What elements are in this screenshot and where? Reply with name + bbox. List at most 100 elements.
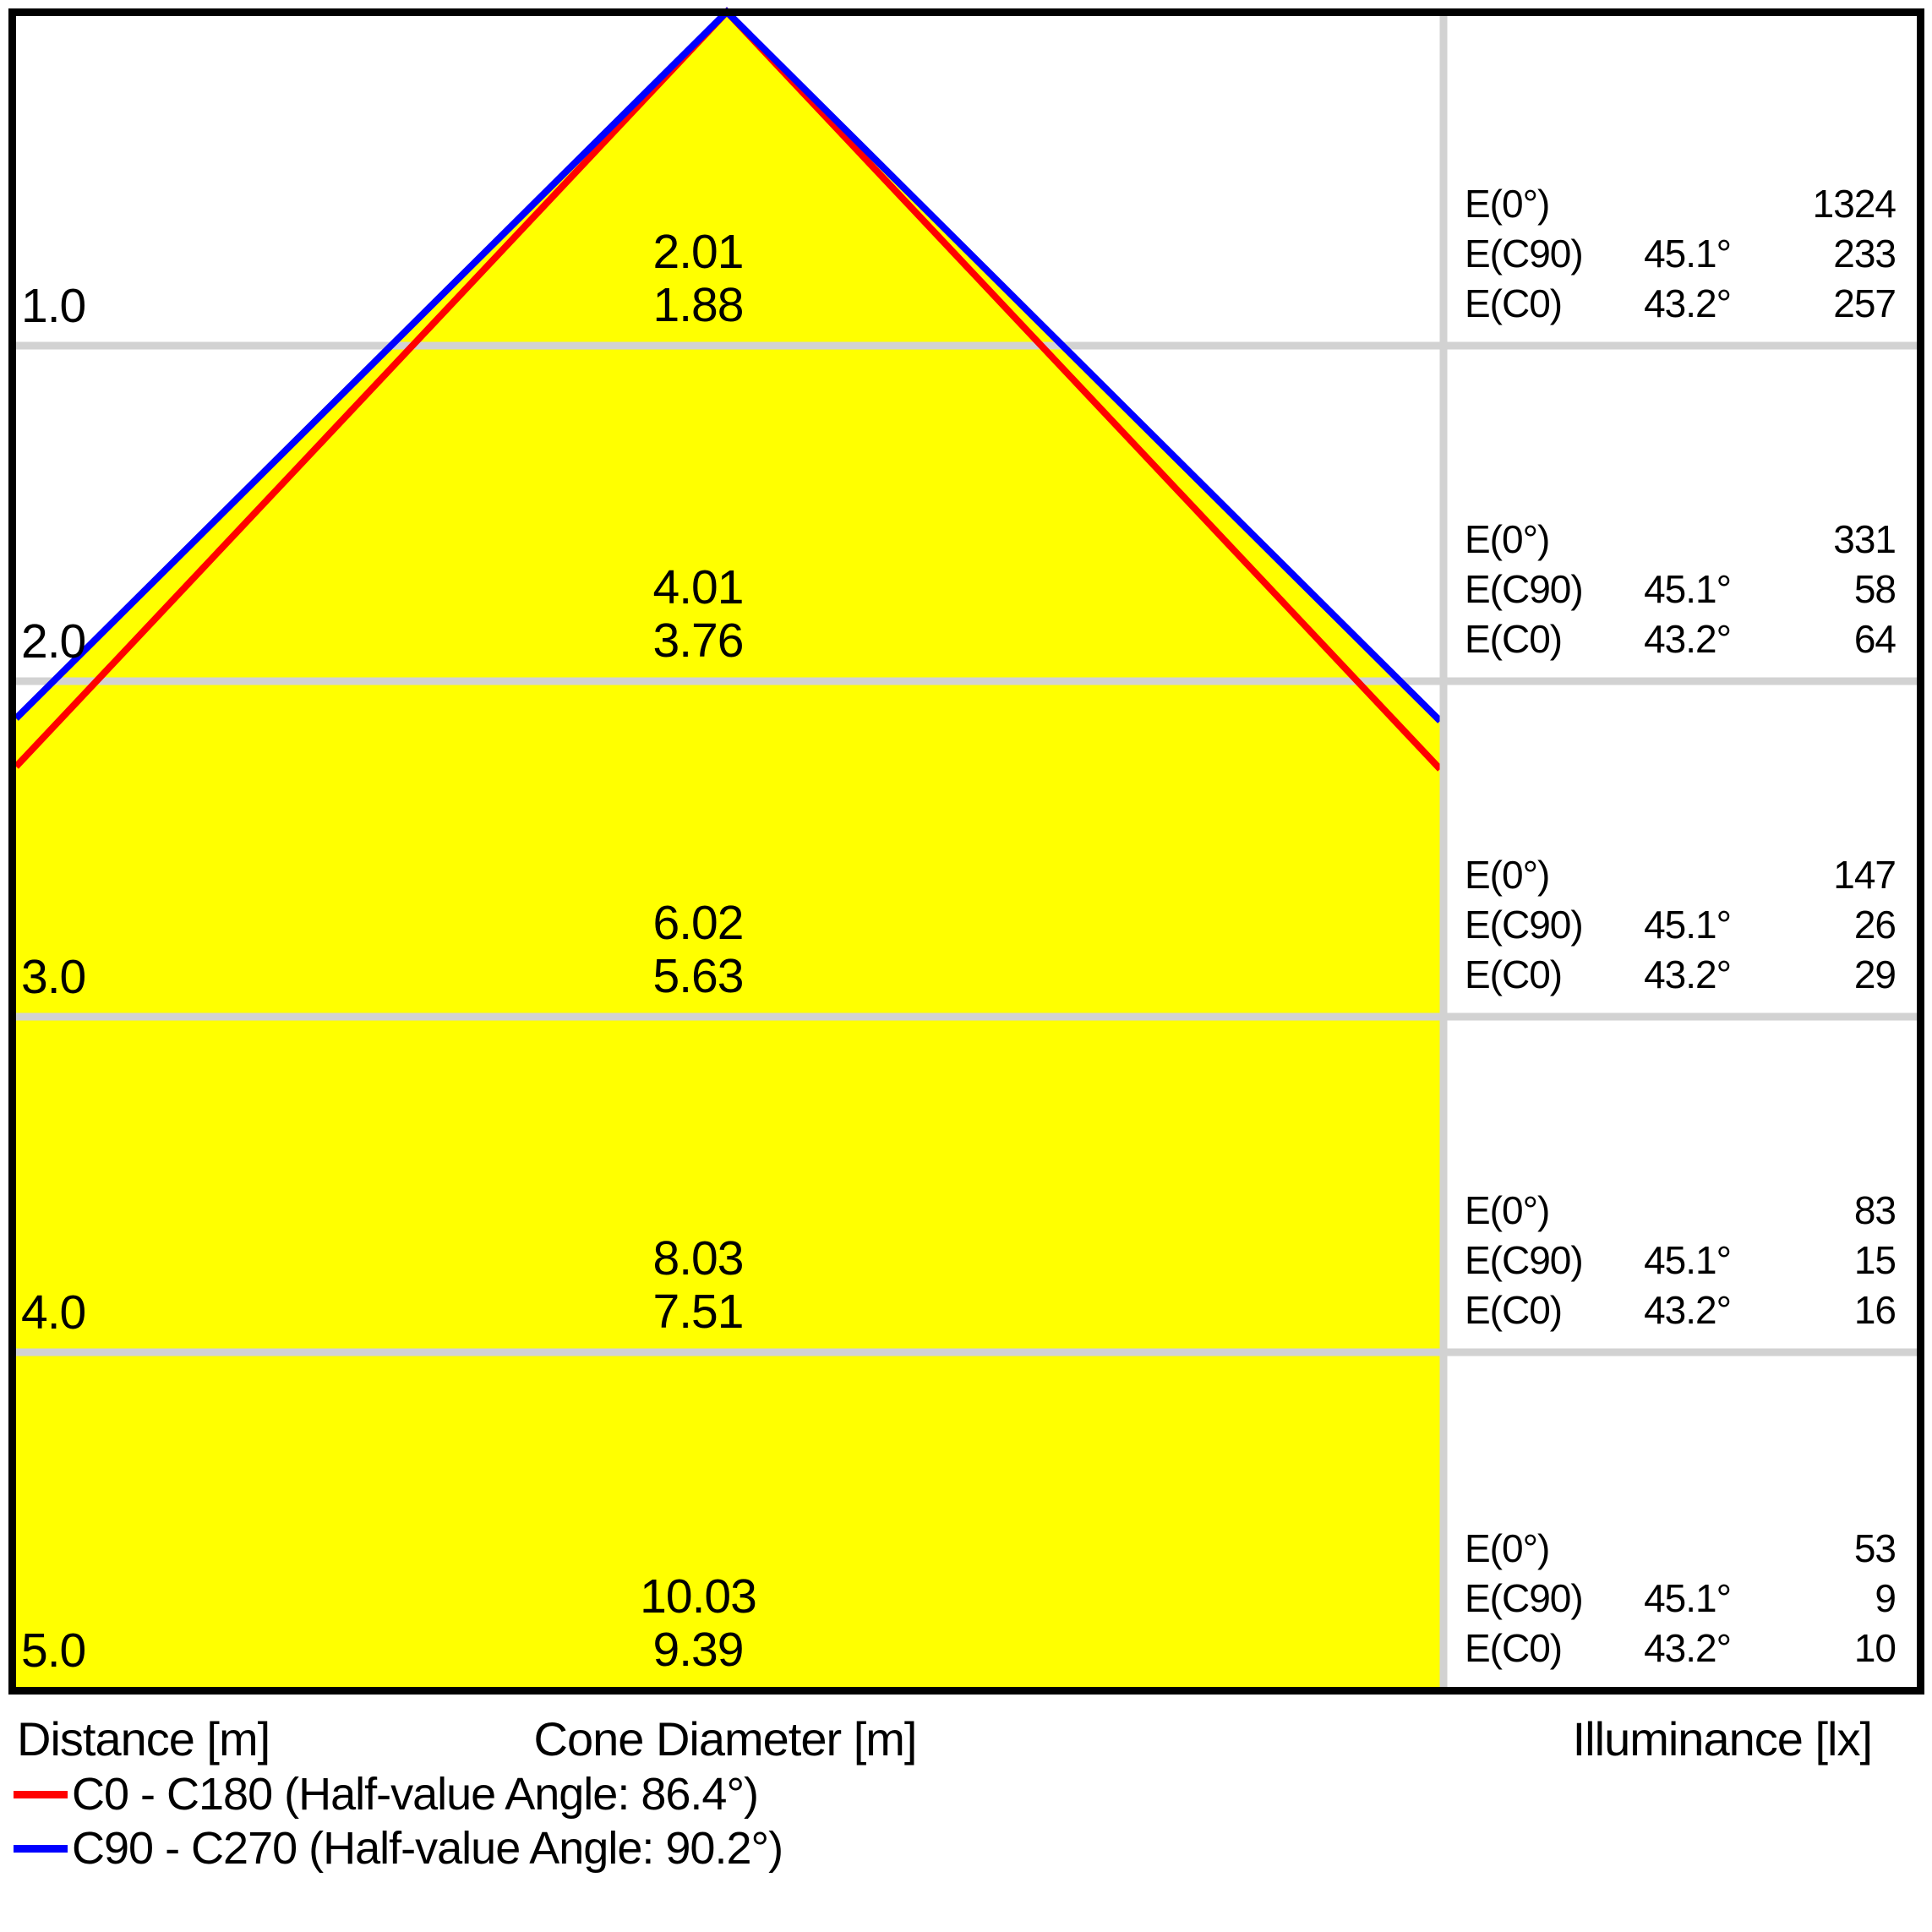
illuminance-line-e0: E(0°) 53 bbox=[1465, 1524, 1897, 1574]
e0-label: E(0°) bbox=[1465, 1526, 1550, 1570]
illuminance-cell: E(0°) 53 E(C90) 45.1° 9 E(C0) 43.2° 10 bbox=[1465, 1524, 1897, 1673]
table-border bbox=[8, 8, 1924, 1695]
illuminance-line-e0: E(0°) 1324 bbox=[1465, 179, 1897, 229]
ec90-label: E(C90) bbox=[1465, 567, 1584, 611]
e0-label: E(0°) bbox=[1465, 182, 1550, 226]
ec0-label: E(C0) bbox=[1465, 1288, 1563, 1332]
ec90-angle: 45.1° bbox=[1644, 1576, 1732, 1620]
e0-angle bbox=[1617, 179, 1731, 229]
e0-angle bbox=[1617, 850, 1731, 900]
cone-diameter-values: 8.03 7.51 bbox=[487, 1232, 909, 1339]
illuminance-cell: E(0°) 1324 E(C90) 45.1° 233 E(C0) 43.2° … bbox=[1465, 179, 1897, 329]
ec90-label: E(C90) bbox=[1465, 232, 1584, 276]
illuminance-line-ec0: E(C0) 43.2° 29 bbox=[1465, 950, 1897, 1000]
illuminance-line-ec90: E(C90) 45.1° 15 bbox=[1465, 1236, 1897, 1285]
illuminance-line-ec90: E(C90) 45.1° 26 bbox=[1465, 900, 1897, 950]
illuminance-line-ec90: E(C90) 45.1° 58 bbox=[1465, 565, 1897, 614]
illuminance-cell: E(0°) 147 E(C90) 45.1° 26 E(C0) 43.2° 29 bbox=[1465, 850, 1897, 1000]
illuminance-line-e0: E(0°) 331 bbox=[1465, 515, 1897, 565]
e0-value: 1324 bbox=[1812, 182, 1897, 226]
ec90-value: 9 bbox=[1875, 1576, 1897, 1620]
ec90-angle: 45.1° bbox=[1644, 1238, 1732, 1282]
legend-label-c90-c270: C90 - C270 (Half-value Angle: 90.2°) bbox=[72, 1823, 783, 1874]
cone-diameter-axis-label: Cone Diameter [m] bbox=[533, 1712, 918, 1766]
table-row: 5.0 10.03 9.39 E(0°) 53 E(C90) 45.1° 9 E… bbox=[13, 1352, 1921, 1690]
illuminance-line-ec0: E(C0) 43.2° 16 bbox=[1465, 1285, 1897, 1335]
illuminance-line-e0: E(0°) 147 bbox=[1465, 850, 1897, 900]
e0-label: E(0°) bbox=[1465, 517, 1550, 561]
distance-axis-label: Distance [m] bbox=[17, 1712, 270, 1766]
illuminance-line-ec0: E(C0) 43.2° 257 bbox=[1465, 279, 1897, 329]
row-grid-lines bbox=[13, 341, 1917, 1356]
ec90-value: 26 bbox=[1853, 903, 1897, 947]
table-row: 1.0 2.01 1.88 E(0°) 1324 E(C90) 45.1° 23… bbox=[13, 12, 1921, 346]
ec0-value: 16 bbox=[1853, 1288, 1897, 1332]
ec90-value: 233 bbox=[1833, 232, 1897, 276]
cone-diameter-c0: 5.63 bbox=[652, 949, 745, 1003]
cone-diameter-c90: 4.01 bbox=[652, 560, 745, 614]
illuminance-line-ec0: E(C0) 43.2° 64 bbox=[1465, 614, 1897, 664]
table-row: 2.0 4.01 3.76 E(0°) 331 E(C90) 45.1° 58 … bbox=[13, 346, 1921, 681]
e0-angle bbox=[1617, 1524, 1731, 1574]
legend-label-c0-c180: C0 - C180 (Half-value Angle: 86.4°) bbox=[72, 1769, 759, 1820]
cone-diameter-c90: 8.03 bbox=[652, 1231, 745, 1285]
cone-diameter-c0: 7.51 bbox=[652, 1285, 745, 1339]
cone-diameter-c90: 2.01 bbox=[652, 225, 745, 279]
e0-value: 83 bbox=[1853, 1188, 1897, 1232]
ec0-value: 64 bbox=[1853, 617, 1897, 661]
distance-label: 1.0 bbox=[21, 279, 86, 333]
ec0-label: E(C0) bbox=[1465, 617, 1563, 661]
e0-value: 53 bbox=[1853, 1526, 1897, 1570]
cone-diameter-c90: 10.03 bbox=[640, 1569, 757, 1624]
ec0-label: E(C0) bbox=[1465, 1626, 1563, 1670]
cone-diameter-c0: 9.39 bbox=[652, 1623, 745, 1677]
c0-c180-line-swatch bbox=[14, 1791, 68, 1798]
ec90-angle: 45.1° bbox=[1644, 567, 1732, 611]
illuminance-line-ec0: E(C0) 43.2° 10 bbox=[1465, 1624, 1897, 1673]
ec0-label: E(C0) bbox=[1465, 952, 1563, 996]
cone-diameter-values: 2.01 1.88 bbox=[487, 226, 909, 332]
e0-label: E(0°) bbox=[1465, 853, 1550, 897]
distance-label: 4.0 bbox=[21, 1285, 86, 1340]
table-row: 4.0 8.03 7.51 E(0°) 83 E(C90) 45.1° 15 E… bbox=[13, 1017, 1921, 1352]
cone-diameter-c0: 3.76 bbox=[652, 614, 745, 668]
illuminance-line-ec90: E(C90) 45.1° 233 bbox=[1465, 229, 1897, 279]
light-cone-fill bbox=[13, 12, 1444, 1690]
distance-label: 5.0 bbox=[21, 1624, 86, 1678]
illuminance-axis-label: Illuminance [lx] bbox=[1572, 1712, 1873, 1766]
illuminance-cell: E(0°) 331 E(C90) 45.1° 58 E(C0) 43.2° 64 bbox=[1465, 515, 1897, 664]
illuminance-cell: E(0°) 83 E(C90) 45.1° 15 E(C0) 43.2° 16 bbox=[1465, 1186, 1897, 1335]
e0-label: E(0°) bbox=[1465, 1188, 1550, 1232]
e0-value: 147 bbox=[1833, 853, 1897, 897]
ec90-label: E(C90) bbox=[1465, 1238, 1584, 1282]
ec0-angle: 43.2° bbox=[1644, 617, 1732, 661]
cone-diameter-values: 10.03 9.39 bbox=[487, 1570, 909, 1677]
ec0-label: E(C0) bbox=[1465, 281, 1563, 325]
ec90-value: 58 bbox=[1853, 567, 1897, 611]
illuminance-line-e0: E(0°) 83 bbox=[1465, 1186, 1897, 1236]
cone-diameter-c0: 1.88 bbox=[652, 278, 745, 332]
distance-label: 3.0 bbox=[21, 950, 86, 1004]
ec0-angle: 43.2° bbox=[1644, 952, 1732, 996]
ec90-label: E(C90) bbox=[1465, 1576, 1584, 1620]
distance-label: 2.0 bbox=[21, 614, 86, 669]
table-row: 3.0 6.02 5.63 E(0°) 147 E(C90) 45.1° 26 … bbox=[13, 681, 1921, 1017]
ec0-angle: 43.2° bbox=[1644, 1626, 1732, 1670]
c90-c270-line-swatch bbox=[14, 1845, 68, 1853]
ec0-value: 257 bbox=[1833, 281, 1897, 325]
ec0-angle: 43.2° bbox=[1644, 281, 1732, 325]
cone-diameter-values: 4.01 3.76 bbox=[487, 561, 909, 668]
ec90-label: E(C90) bbox=[1465, 903, 1584, 947]
e0-value: 331 bbox=[1833, 517, 1897, 561]
ec0-value: 29 bbox=[1853, 952, 1897, 996]
ec0-angle: 43.2° bbox=[1644, 1288, 1732, 1332]
e0-angle bbox=[1617, 1186, 1731, 1236]
ec0-value: 10 bbox=[1853, 1626, 1897, 1670]
cone-diameter-c90: 6.02 bbox=[652, 896, 745, 950]
e0-angle bbox=[1617, 515, 1731, 565]
illuminance-line-ec90: E(C90) 45.1° 9 bbox=[1465, 1574, 1897, 1624]
ec90-angle: 45.1° bbox=[1644, 903, 1732, 947]
cone-diameter-values: 6.02 5.63 bbox=[487, 897, 909, 1003]
